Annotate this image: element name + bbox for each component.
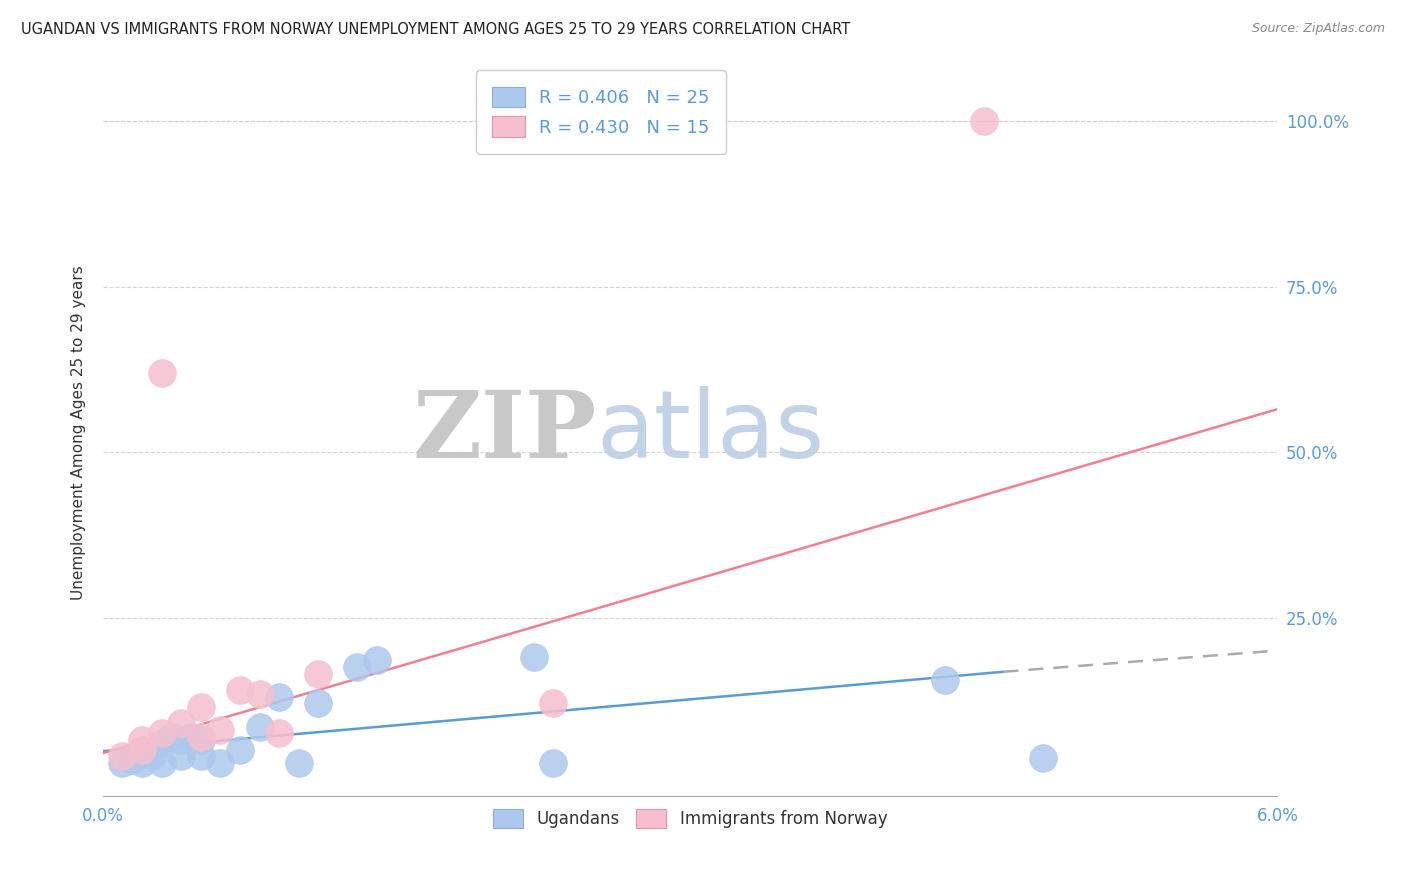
Point bbox=[131, 732, 153, 747]
Point bbox=[973, 114, 995, 128]
Point bbox=[131, 756, 153, 770]
Point bbox=[131, 743, 153, 757]
Point bbox=[1032, 751, 1054, 765]
Point bbox=[190, 732, 212, 747]
Point bbox=[307, 666, 329, 681]
Text: atlas: atlas bbox=[596, 386, 824, 478]
Point bbox=[150, 726, 173, 740]
Point bbox=[209, 723, 232, 737]
Point bbox=[150, 756, 173, 770]
Point bbox=[150, 736, 173, 750]
Point bbox=[541, 697, 564, 711]
Point bbox=[269, 726, 291, 740]
Point bbox=[287, 756, 309, 770]
Legend: Ugandans, Immigrants from Norway: Ugandans, Immigrants from Norway bbox=[486, 803, 894, 835]
Point bbox=[111, 756, 134, 770]
Point bbox=[269, 690, 291, 704]
Point bbox=[229, 743, 252, 757]
Point bbox=[170, 716, 193, 731]
Point bbox=[170, 732, 193, 747]
Point bbox=[121, 753, 143, 767]
Point bbox=[170, 749, 193, 764]
Point bbox=[190, 749, 212, 764]
Point bbox=[366, 653, 388, 667]
Point bbox=[190, 730, 212, 744]
Text: UGANDAN VS IMMIGRANTS FROM NORWAY UNEMPLOYMENT AMONG AGES 25 TO 29 YEARS CORRELA: UGANDAN VS IMMIGRANTS FROM NORWAY UNEMPL… bbox=[21, 22, 851, 37]
Text: ZIP: ZIP bbox=[412, 387, 596, 477]
Point bbox=[541, 756, 564, 770]
Point bbox=[190, 699, 212, 714]
Point bbox=[160, 730, 183, 744]
Point bbox=[249, 687, 271, 701]
Point bbox=[934, 673, 956, 688]
Point bbox=[307, 697, 329, 711]
Point bbox=[150, 366, 173, 380]
Point bbox=[141, 749, 163, 764]
Point bbox=[111, 749, 134, 764]
Point bbox=[249, 720, 271, 734]
Point bbox=[346, 660, 368, 674]
Point bbox=[131, 743, 153, 757]
Point bbox=[209, 756, 232, 770]
Point bbox=[180, 730, 202, 744]
Text: Source: ZipAtlas.com: Source: ZipAtlas.com bbox=[1251, 22, 1385, 36]
Y-axis label: Unemployment Among Ages 25 to 29 years: Unemployment Among Ages 25 to 29 years bbox=[72, 265, 86, 599]
Point bbox=[523, 650, 546, 665]
Point bbox=[229, 683, 252, 698]
